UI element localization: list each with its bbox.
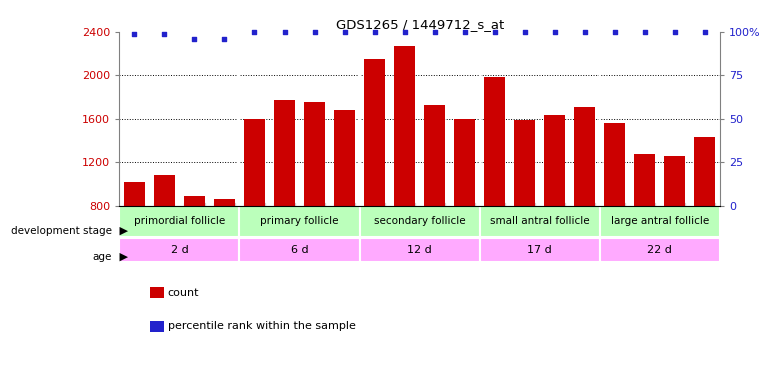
Text: secondary follicle: secondary follicle [374,216,465,226]
Point [339,29,351,35]
Bar [665,156,685,206]
Point [128,31,141,37]
FancyBboxPatch shape [119,238,239,262]
Text: 6 d: 6 d [291,245,308,255]
Point [519,29,531,35]
Bar [394,46,415,206]
Bar [454,119,475,206]
FancyBboxPatch shape [360,238,480,262]
Bar [544,116,565,206]
Point [459,29,471,35]
Text: age: age [92,252,112,262]
Bar [244,119,265,206]
Point [639,29,651,35]
Text: ▶: ▶ [116,252,128,262]
FancyBboxPatch shape [600,238,720,262]
Bar [184,196,205,206]
Text: count: count [168,288,199,297]
Text: 17 d: 17 d [527,245,552,255]
FancyBboxPatch shape [239,238,360,262]
Point [428,29,440,35]
Bar [274,100,295,206]
Bar [124,182,145,206]
Point [608,29,621,35]
Point [159,31,171,37]
Bar [154,175,175,206]
FancyBboxPatch shape [480,206,600,237]
Text: 2 d: 2 d [170,245,189,255]
Bar [604,123,625,206]
Bar [304,102,325,206]
Text: ▶: ▶ [116,226,128,236]
Bar [484,78,505,206]
Text: large antral follicle: large antral follicle [611,216,709,226]
Point [369,29,381,35]
Bar [424,105,445,206]
Point [399,29,411,35]
Text: 12 d: 12 d [407,245,432,255]
Point [308,29,321,35]
Bar [634,153,655,206]
FancyBboxPatch shape [600,206,720,237]
FancyBboxPatch shape [360,206,480,237]
Point [549,29,561,35]
FancyBboxPatch shape [480,238,600,262]
Point [579,29,591,35]
Text: development stage: development stage [11,226,112,236]
Point [489,29,501,35]
FancyBboxPatch shape [119,206,239,237]
Text: small antral follicle: small antral follicle [490,216,590,226]
Bar [334,110,355,206]
Point [219,36,231,42]
FancyBboxPatch shape [239,206,360,237]
Point [279,29,291,35]
Point [668,29,681,35]
Text: 22 d: 22 d [648,245,672,255]
Bar [695,137,715,206]
Point [248,29,260,35]
Bar [514,120,535,206]
Point [699,29,711,35]
Text: primordial follicle: primordial follicle [134,216,225,226]
Text: percentile rank within the sample: percentile rank within the sample [168,321,356,331]
Bar [574,107,595,206]
Title: GDS1265 / 1449712_s_at: GDS1265 / 1449712_s_at [336,18,504,31]
Text: primary follicle: primary follicle [260,216,339,226]
Point [188,36,200,42]
Bar [214,199,235,206]
Bar [364,59,385,206]
